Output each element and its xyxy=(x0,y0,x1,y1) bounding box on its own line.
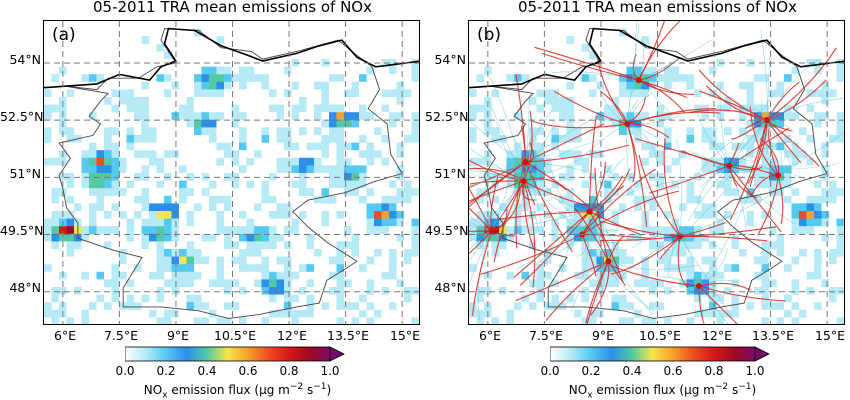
lon-tick-9: 9°E xyxy=(591,328,615,343)
lat-tick-51: 51°N xyxy=(9,166,41,181)
panel-b-map: (b) xyxy=(468,20,845,325)
panel-a-map: (a) xyxy=(43,20,420,325)
lon-tick-12: 12°E xyxy=(276,328,308,343)
lon-tick-10-5: 10.5°E xyxy=(214,328,256,343)
lon-tick-12: 12°E xyxy=(701,328,733,343)
colorbar-b-label: NOx emission flux (μg m−2 s−1) xyxy=(568,382,757,400)
lat-tick-51: 51°N xyxy=(434,166,466,181)
lat-tick-54: 54°N xyxy=(434,52,466,67)
lat-tick-52-5: 52.5°N xyxy=(0,109,44,124)
colorbar-tick: 0.4 xyxy=(622,364,642,378)
panel-a: 05-2011 TRA mean emissions of NOx (a) 54… xyxy=(0,0,421,400)
lon-tick-6: 6°E xyxy=(53,328,77,343)
lon-tick-9: 9°E xyxy=(166,328,190,343)
lat-tick-52-5: 52.5°N xyxy=(425,109,469,124)
colorbar-tick: 0.6 xyxy=(238,364,258,378)
lon-tick-15: 15°E xyxy=(389,328,421,343)
panel-b: 05-2011 TRA mean emissions of NOx (b) 54… xyxy=(425,0,850,400)
colorbar-tick: 1.0 xyxy=(745,364,765,378)
colorbar-tick: 0.8 xyxy=(704,364,724,378)
lat-tick-48: 48°N xyxy=(9,280,41,295)
colorbar-tick: 0.2 xyxy=(156,364,176,378)
lat-tick-48: 48°N xyxy=(434,280,466,295)
panel-b-map-svg xyxy=(469,21,844,324)
panel-b-title: 05-2011 TRA mean emissions of NOx xyxy=(518,0,797,16)
lon-tick-6: 6°E xyxy=(478,328,502,343)
panel-a-title: 05-2011 TRA mean emissions of NOx xyxy=(93,0,372,16)
lon-tick-15: 15°E xyxy=(814,328,846,343)
panel-a-label: (a) xyxy=(52,25,76,45)
lat-tick-49-5: 49.5°N xyxy=(425,223,469,238)
panel-a-map-svg xyxy=(44,21,419,324)
lat-tick-49-5: 49.5°N xyxy=(0,223,44,238)
colorbar-tick: 0.0 xyxy=(540,364,560,378)
colorbar-a xyxy=(125,346,345,362)
colorbar-tick: 0.0 xyxy=(115,364,135,378)
colorbar-tick: 0.8 xyxy=(279,364,299,378)
colorbar-a-label: NOx emission flux (μg m−2 s−1) xyxy=(143,382,332,400)
lon-tick-7-5: 7.5°E xyxy=(528,328,564,343)
colorbar-tick: 0.6 xyxy=(663,364,683,378)
lon-tick-13-5: 13.5°E xyxy=(327,328,369,343)
panel-b-label: (b) xyxy=(477,25,502,45)
colorbar-tick: 0.4 xyxy=(197,364,217,378)
colorbar-b xyxy=(550,346,770,362)
colorbar-tick: 1.0 xyxy=(320,364,340,378)
colorbar-tick: 0.2 xyxy=(581,364,601,378)
lon-tick-10-5: 10.5°E xyxy=(639,328,681,343)
lat-tick-54: 54°N xyxy=(9,52,41,67)
lon-tick-7-5: 7.5°E xyxy=(103,328,139,343)
lon-tick-13-5: 13.5°E xyxy=(752,328,794,343)
